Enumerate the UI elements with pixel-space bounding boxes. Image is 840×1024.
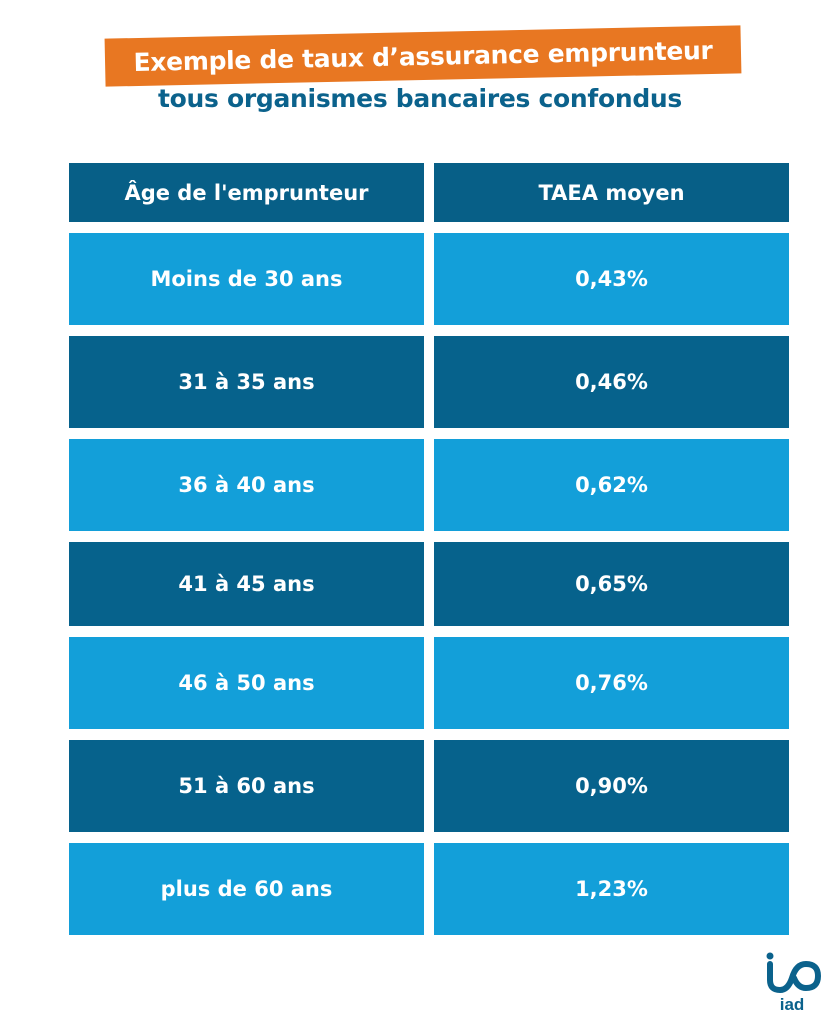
title-banner: Exemple de taux d’assurance emprunteur xyxy=(104,25,742,87)
taea-cell: 1,23% xyxy=(434,843,789,935)
table-row: Moins de 30 ans 0,43% xyxy=(69,233,789,325)
title: Exemple de taux d’assurance emprunteur xyxy=(133,35,713,77)
age-cell: Moins de 30 ans xyxy=(69,233,424,325)
age-cell: 36 à 40 ans xyxy=(69,439,424,531)
age-cell: 51 à 60 ans xyxy=(69,740,424,832)
taea-cell: 0,62% xyxy=(434,439,789,531)
table-header: Âge de l'emprunteur TAEA moyen xyxy=(69,163,789,222)
header-taea: TAEA moyen xyxy=(434,163,789,222)
rate-table: Âge de l'emprunteur TAEA moyen Moins de … xyxy=(69,163,789,946)
header-age: Âge de l'emprunteur xyxy=(69,163,424,222)
taea-cell: 0,43% xyxy=(434,233,789,325)
iad-logo: iad xyxy=(766,952,822,1014)
age-cell: plus de 60 ans xyxy=(69,843,424,935)
svg-text:iad: iad xyxy=(780,995,805,1014)
table-row: plus de 60 ans 1,23% xyxy=(69,843,789,935)
taea-cell: 0,46% xyxy=(434,336,789,428)
table-row: 41 à 45 ans 0,65% xyxy=(69,542,789,626)
table-row: 46 à 50 ans 0,76% xyxy=(69,637,789,729)
taea-cell: 0,90% xyxy=(434,740,789,832)
age-cell: 31 à 35 ans xyxy=(69,336,424,428)
table-row: 36 à 40 ans 0,62% xyxy=(69,439,789,531)
age-cell: 46 à 50 ans xyxy=(69,637,424,729)
table-row: 31 à 35 ans 0,46% xyxy=(69,336,789,428)
taea-cell: 0,65% xyxy=(434,542,789,626)
table-row: 51 à 60 ans 0,90% xyxy=(69,740,789,832)
age-cell: 41 à 45 ans xyxy=(69,542,424,626)
subtitle: tous organismes bancaires confondus xyxy=(157,84,683,113)
taea-cell: 0,76% xyxy=(434,637,789,729)
